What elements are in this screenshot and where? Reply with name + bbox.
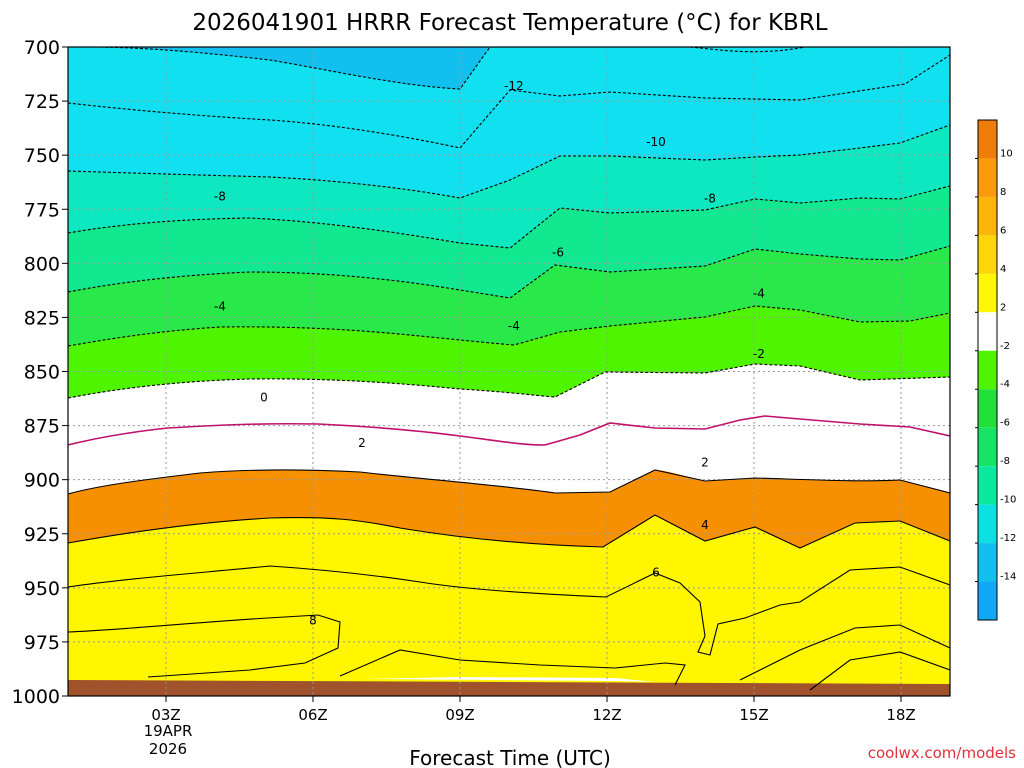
y-tick-label: 775	[24, 199, 60, 221]
y-tick-label: 950	[24, 578, 60, 600]
colorbar: 10 8 6 4 2 -2 -4 -6 -8 -10 -12 -14	[975, 119, 1016, 621]
colorbar-swatch	[978, 427, 997, 467]
colorbar-label: 4	[1000, 264, 1006, 275]
contour-m12-top	[99, 47, 491, 90]
contour-m2	[68, 363, 950, 399]
ground-strip	[68, 680, 950, 696]
y-tick-label: 975	[24, 632, 60, 654]
contour-8-left	[68, 614, 341, 678]
contour-labels: -12 -10 -8 -8 -6 -4 -4 -4 -2 0 2 2 4 6 8	[214, 79, 765, 627]
contour-8-right	[739, 624, 950, 681]
contour-label: -2	[753, 347, 765, 361]
colorbar-label: 6	[1000, 225, 1006, 236]
fill-lt-m12-core	[100, 47, 490, 89]
x-tick-label: 09Z	[445, 706, 474, 724]
colorbar-frame	[977, 119, 998, 621]
fill-m10-m8	[68, 125, 950, 248]
colorbar-swatch	[978, 120, 997, 159]
x-tick-label: 12Z	[592, 706, 621, 724]
colorbar-label: -2	[1000, 341, 1010, 352]
fill-m8-m6	[68, 186, 950, 298]
x-date-line1: 19APR	[144, 722, 193, 740]
y-tick-label: 700	[24, 37, 60, 59]
y-tick-label: 850	[24, 362, 60, 384]
contour-label: -8	[214, 189, 226, 203]
contour-m12	[68, 54, 950, 149]
colorbar-swatch	[978, 466, 997, 505]
y-tick-label: 750	[24, 145, 60, 167]
colorbar-label: 10	[1000, 148, 1013, 159]
colorbar-swatch	[978, 581, 997, 620]
contour-m12-topright	[689, 47, 806, 53]
contour-0	[68, 415, 950, 446]
x-tick-label: 15Z	[739, 706, 768, 724]
contour-4	[68, 514, 950, 549]
fill-2-4	[68, 515, 950, 696]
grid	[68, 47, 950, 696]
fill-m2-2	[68, 364, 950, 494]
contour-2	[68, 469, 950, 495]
fill-m4-m2	[68, 306, 950, 398]
fill-lt-m12-mid	[68, 47, 950, 148]
colorbar-swatch	[978, 350, 997, 390]
colorbar-label: 2	[1000, 302, 1006, 313]
x-tick-label: 18Z	[886, 706, 915, 724]
y-tick-label: 925	[24, 524, 60, 546]
colorbar-label: 8	[1000, 187, 1006, 198]
contour-label: -4	[508, 319, 520, 333]
y-tick-label: 1000	[12, 686, 60, 708]
y-tick-label: 825	[24, 307, 60, 329]
colorbar-swatch	[978, 504, 997, 544]
ground-white-patch	[362, 677, 655, 682]
colorbar-swatch	[978, 312, 997, 351]
y-tick-label: 900	[24, 470, 60, 492]
x-axis-label: Forecast Time (UTC)	[409, 746, 611, 768]
chart-title: 2026041901 HRRR Forecast Temperature (°C…	[192, 10, 827, 36]
contour-label: -4	[214, 300, 226, 314]
y-tick-label: 800	[24, 253, 60, 275]
contour-label: 8	[309, 613, 317, 627]
contour-m6	[68, 245, 950, 299]
contour-label: 2	[701, 455, 709, 469]
contour-label: 0	[260, 390, 268, 404]
colorbar-label: -6	[1000, 418, 1010, 429]
colorbar-swatch	[978, 273, 997, 313]
contour-label: 4	[701, 518, 709, 532]
contour-8-mid	[339, 649, 686, 686]
x-tick-label: 06Z	[298, 706, 327, 724]
contour-label: -4	[753, 287, 765, 301]
credit-text: coolwx.com/models	[867, 744, 1016, 762]
contour-label: 6	[652, 566, 660, 580]
contour-label: -6	[552, 246, 564, 260]
y-tick-label: 725	[24, 91, 60, 113]
colorbar-swatch	[978, 543, 997, 582]
contour-m8	[68, 185, 950, 249]
colorbar-label: -10	[1000, 495, 1016, 506]
contour-label: -12	[504, 79, 524, 93]
x-axis: 03Z 06Z 09Z 12Z 15Z 18Z	[151, 696, 916, 724]
y-tick-label: 875	[24, 416, 60, 438]
colorbar-label: -14	[1000, 572, 1016, 583]
contour-m10	[68, 124, 950, 199]
colorbar-swatch	[978, 235, 997, 274]
x-date-line2: 2026	[149, 740, 187, 758]
colorbar-label: -4	[1000, 379, 1010, 390]
colorbar-swatch	[978, 389, 997, 428]
colorbar-swatch	[978, 158, 997, 197]
contour-6	[68, 565, 950, 656]
colorbar-swatch	[978, 196, 997, 236]
contour-label: 2	[358, 436, 366, 450]
contour-label: -10	[646, 135, 666, 149]
colorbar-label: -8	[1000, 456, 1010, 467]
contour-label: -8	[704, 191, 716, 205]
contour-m4	[68, 305, 950, 347]
contour-8-right2	[809, 651, 950, 691]
fill-m6-m4	[68, 246, 950, 346]
colorbar-label: -12	[1000, 533, 1016, 544]
x-tick-label: 03Z	[151, 706, 180, 724]
y-axis: 700 725 750 775 800 825 850 875 900 925 950 975 1000	[12, 37, 68, 708]
